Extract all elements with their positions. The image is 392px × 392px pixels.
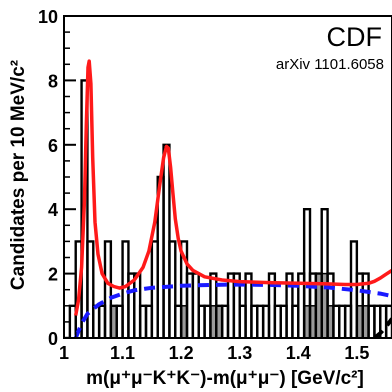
x-tick-label: 1.1 (110, 343, 135, 363)
y-tick-label: 10 (38, 7, 58, 27)
x-tick-label: 1.2 (169, 343, 194, 363)
chart-labels: 1 1.1 1.2 1.3 1.4 1.5 0 2 4 6 8 10 (38, 7, 369, 363)
chart-axes (63, 15, 392, 339)
data-bin (103, 240, 113, 338)
x-tick-label: 1.3 (227, 343, 252, 363)
x-tick-label: 1.4 (286, 343, 311, 363)
x-tick-label: 1.5 (344, 343, 369, 363)
y-tick-label: 4 (48, 200, 58, 220)
other-background-curve (373, 317, 392, 338)
fit-curve (73, 59, 392, 316)
data-bin (168, 240, 177, 338)
data-bin (384, 304, 392, 338)
x-tick-label: 1 (59, 343, 69, 363)
y-axis-title: Candidates per 10 MeV/c² (8, 60, 29, 290)
chart-marks (64, 59, 392, 338)
reference-label: arXiv 1101.6058 (276, 56, 384, 73)
y-tick-label: 0 (48, 329, 58, 349)
y-tick-label: 6 (48, 136, 58, 156)
background-curve (73, 282, 392, 338)
y-tick-label: 8 (48, 71, 58, 91)
x-axis-title: m(μ⁺μ⁻K⁺K⁻)-m(μ⁺μ⁻) [GeV/c²] (86, 368, 364, 389)
experiment-label: CDF (327, 22, 383, 52)
y-tick-label: 2 (48, 265, 58, 285)
data-bin (86, 240, 95, 338)
data-bin (80, 79, 89, 338)
